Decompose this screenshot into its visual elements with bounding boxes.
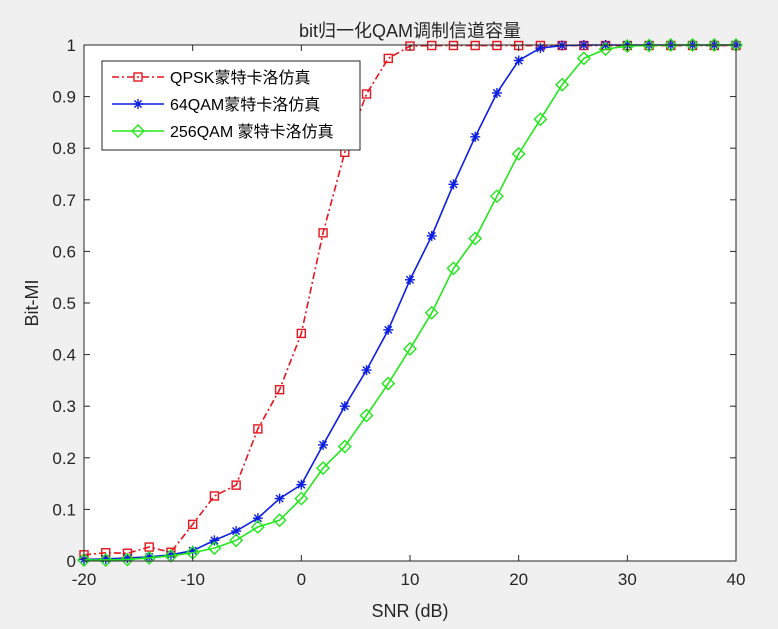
series-3-point: [207, 541, 222, 556]
series-3-point: [576, 51, 591, 66]
series-3-point: [337, 439, 352, 454]
x-tick-label: 40: [727, 570, 746, 589]
series-1-point: [253, 424, 263, 434]
series-3-point: [381, 376, 396, 391]
x-tick-label: 10: [401, 570, 420, 589]
series-3-point: [424, 305, 439, 320]
y-tick-label: 0.5: [52, 294, 76, 313]
x-tick-label: 30: [618, 570, 637, 589]
series-2-point: [318, 439, 329, 450]
legend-marker-3: [131, 124, 145, 138]
series-1-point: [296, 328, 307, 339]
x-axis-label: SNR (dB): [371, 601, 448, 621]
series-1-point: [383, 53, 393, 64]
series-1-point: [231, 480, 241, 490]
chart-title: bit归一化QAM调制信道容量: [299, 21, 521, 41]
y-tick-label: 0.6: [52, 242, 76, 261]
series-3-point: [77, 552, 91, 567]
legend: QPSK蒙特卡洛仿真 64QAM蒙特卡洛仿真 256QAM 蒙特卡洛仿真: [101, 60, 361, 151]
series-3-point: [142, 550, 157, 565]
legend-label-1: QPSK蒙特卡洛仿真: [170, 69, 310, 87]
series-2-point: [339, 401, 350, 412]
series-3-point: [468, 231, 483, 246]
series-2-point: [513, 55, 524, 66]
y-tick-label: 0.1: [52, 500, 76, 519]
series-1-point: [209, 491, 220, 501]
series-3-point: [359, 408, 374, 423]
series-2-point: [557, 40, 568, 51]
series-1-point: [492, 40, 502, 51]
series-2-point: [470, 131, 481, 142]
y-tick-label: 0.2: [52, 449, 76, 468]
series-3-point: [446, 261, 461, 276]
y-axis-label: Bit-MI: [22, 280, 42, 327]
series-1-point: [274, 384, 285, 395]
series-1-point: [470, 40, 480, 51]
x-tick-label: 0: [297, 570, 306, 589]
series-3-point: [642, 38, 657, 53]
series-3-point: [294, 491, 309, 506]
y-tick-label: 0.8: [52, 139, 76, 158]
series-3-point: [229, 533, 244, 548]
series-2-point: [426, 230, 437, 241]
x-tick-label: 20: [509, 570, 528, 589]
series-2-point: [383, 324, 394, 335]
series-3-point: [250, 519, 265, 534]
series-1-point: [361, 89, 372, 99]
series-3-point: [316, 461, 331, 476]
series-1-point: [427, 40, 437, 51]
y-tick-label: 0: [67, 552, 76, 571]
legend-marker-1: [133, 72, 143, 82]
series-3-point: [533, 112, 548, 127]
y-tick-label: 0.7: [52, 191, 76, 210]
y-tick-label: 0.4: [52, 346, 76, 365]
y-tick-label: 1: [67, 36, 76, 55]
series-3-point: [663, 38, 678, 52]
legend-label-3: 256QAM 蒙特卡洛仿真: [170, 123, 334, 141]
series-3-point: [403, 341, 417, 356]
series-3-point: [120, 552, 135, 567]
series-3-point: [489, 189, 504, 204]
series-3-point: [707, 38, 722, 52]
series-3-point: [98, 552, 113, 567]
series-1-point: [318, 228, 328, 238]
series-2-point: [209, 535, 220, 546]
y-tick-label: 0.9: [52, 88, 76, 107]
legend-box: [101, 60, 361, 151]
series-3-point: [272, 513, 287, 528]
series-3-point: [511, 146, 526, 161]
series-3-point: [163, 548, 178, 563]
legend-marker-2: [133, 99, 143, 109]
series-3-point: [620, 39, 635, 54]
x-tick-label: -10: [180, 570, 205, 589]
series-2-point: [296, 479, 307, 490]
ticks-layer: -20 -10 0 10 20 30 40 0 0.1 0.2 0.3 0.4 0.5 0.6 0.7 0.8…: [52, 36, 745, 589]
series-2-point: [405, 274, 415, 285]
series-1-point: [187, 519, 198, 530]
legend-label-2: 64QAM蒙特卡洛仿真: [170, 96, 320, 114]
series-3-point: [555, 77, 570, 92]
series-2-point: [361, 365, 372, 376]
x-tick-label: -20: [72, 570, 97, 589]
series-1-point: [448, 40, 459, 51]
series-2-point: [274, 493, 285, 504]
series-2-point: [491, 87, 502, 98]
series-3-point: [685, 38, 700, 52]
series-3-point: [598, 42, 613, 57]
series-2-point: [448, 179, 459, 190]
y-tick-label: 0.3: [52, 397, 76, 416]
